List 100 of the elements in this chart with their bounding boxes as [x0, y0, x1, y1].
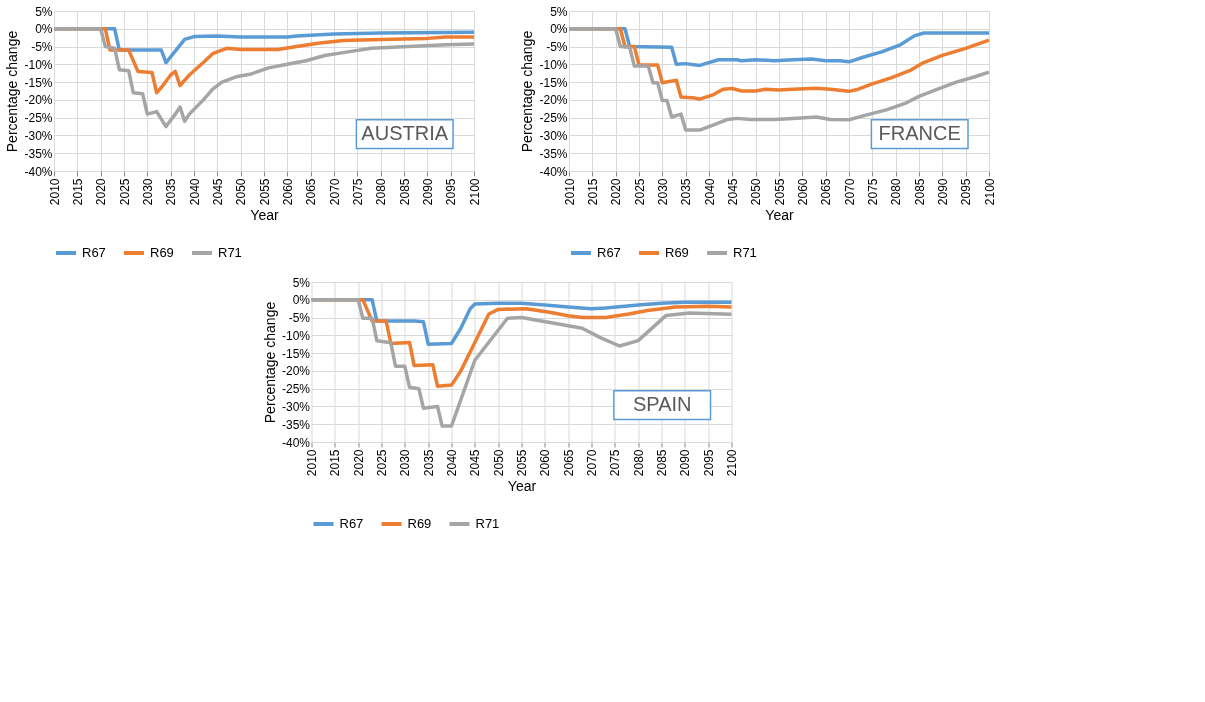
y-tick-label: -5% [288, 311, 311, 326]
x-tick-label: 2100 [725, 449, 739, 477]
x-tick-label: 2080 [631, 449, 646, 477]
x-axis-title: Year [250, 207, 279, 224]
y-axis-title: Percentage change [261, 301, 278, 424]
y-tick-label: -10% [539, 57, 568, 72]
x-tick-label: 2010 [305, 449, 319, 477]
y-tick-label: -30% [281, 399, 311, 414]
annotation: FRANCE [878, 122, 961, 145]
x-tick-label: 2085 [397, 178, 412, 206]
y-tick-label: -35% [281, 417, 311, 432]
x-tick-label: 2030 [140, 178, 155, 206]
y-axis-title: Percentage change [4, 30, 21, 153]
y-tick-label: -25% [281, 382, 311, 397]
y-tick-label: -25% [24, 111, 53, 126]
x-tick-label: 2065 [819, 178, 834, 206]
y-tick-label: -10% [24, 57, 53, 72]
legend-label: R69 [150, 245, 174, 260]
x-tick-label: 2040 [702, 178, 717, 206]
x-tick-label: 2075 [608, 449, 623, 477]
legend-label: R71 [733, 245, 757, 260]
y-tick-label: -5% [31, 40, 53, 55]
y-tick-label: -30% [539, 128, 568, 143]
y-tick-label: 5% [550, 4, 568, 19]
y-tick-label: -35% [24, 146, 53, 161]
x-tick-label: 2075 [865, 178, 880, 206]
legend-label: R69 [665, 245, 689, 260]
y-tick-label: -20% [24, 93, 53, 108]
x-tick-label: 2020 [351, 449, 366, 477]
y-tick-label: 5% [292, 275, 311, 290]
x-tick-label: 2040 [445, 449, 459, 477]
y-tick-label: -15% [539, 75, 568, 90]
y-tick-label: 5% [35, 4, 53, 19]
x-axis-title: Year [765, 207, 794, 224]
x-tick-label: 2065 [561, 449, 576, 477]
y-tick-label: -35% [539, 146, 568, 161]
x-tick-label: 2035 [679, 178, 694, 206]
x-tick-label: 2060 [795, 178, 810, 206]
x-tick-label: 2055 [257, 178, 272, 206]
y-tick-label: -30% [24, 128, 53, 143]
x-tick-label: 2090 [420, 178, 435, 206]
x-tick-label: 2045 [468, 449, 483, 477]
line-series [309, 298, 734, 428]
y-tick-label: 0% [550, 22, 568, 37]
y-tick-label: -40% [281, 435, 311, 450]
x-axis-title: Year [507, 478, 537, 495]
x-tick-label: 2030 [398, 449, 413, 477]
x-tick-label: 2045 [725, 178, 740, 206]
x-tick-label: 2050 [491, 449, 506, 477]
legend-label: R71 [475, 516, 500, 531]
x-tick-label: 2015 [328, 449, 343, 477]
annotation: SPAIN [632, 393, 692, 416]
x-tick-label: 2035 [421, 449, 436, 477]
x-tick-label: 2100 [467, 178, 482, 206]
x-tick-label: 2020 [94, 178, 109, 206]
x-tick-label: 2060 [280, 178, 295, 206]
x-tick-label: 2055 [772, 178, 787, 206]
x-tick-label: 2060 [538, 449, 553, 477]
x-tick-label: 2020 [609, 178, 624, 206]
legend-label: R67 [82, 245, 106, 260]
y-tick-label: -15% [281, 346, 311, 361]
annotation: AUSTRIA [361, 122, 449, 145]
x-tick-label: 2015 [70, 178, 85, 206]
x-tick-label: 2050 [234, 178, 249, 206]
x-tick-label: 2040 [187, 178, 202, 206]
x-tick-label: 2070 [842, 178, 857, 206]
y-tick-label: -25% [539, 111, 568, 126]
y-tick-label: 0% [292, 293, 311, 308]
x-tick-label: 2090 [678, 449, 693, 477]
y-tick-label: -40% [539, 164, 568, 179]
x-tick-label: 2065 [304, 178, 319, 206]
x-tick-label: 2070 [327, 178, 342, 206]
x-tick-label: 2025 [632, 178, 647, 206]
x-tick-label: 2035 [164, 178, 179, 206]
x-tick-label: 2015 [585, 178, 600, 206]
y-tick-label: -40% [24, 164, 53, 179]
x-tick-label: 2090 [935, 178, 950, 206]
x-tick-label: 2075 [350, 178, 365, 206]
y-tick-label: -5% [546, 40, 568, 55]
y-tick-label: -20% [281, 364, 311, 379]
x-tick-label: 2010 [47, 178, 62, 206]
x-tick-label: 2085 [655, 449, 669, 477]
x-tick-label: 2025 [117, 178, 132, 206]
x-tick-label: 2045 [210, 178, 225, 206]
x-tick-label: 2050 [749, 178, 764, 206]
x-tick-label: 2085 [912, 178, 927, 206]
legend-label: R67 [597, 245, 621, 260]
x-tick-label: 2030 [655, 178, 670, 206]
x-tick-label: 2070 [585, 449, 599, 477]
legend-label: R71 [218, 245, 242, 260]
y-tick-label: 0% [35, 22, 53, 37]
y-tick-label: -15% [24, 75, 53, 90]
y-tick-label: -20% [539, 93, 568, 108]
x-tick-label: 2100 [982, 178, 997, 206]
x-tick-label: 2025 [375, 449, 389, 477]
y-tick-label: -10% [281, 328, 311, 343]
x-tick-label: 2010 [562, 178, 577, 206]
legend-label: R67 [339, 516, 364, 531]
x-tick-label: 2080 [374, 178, 389, 206]
x-tick-label: 2095 [701, 449, 716, 477]
